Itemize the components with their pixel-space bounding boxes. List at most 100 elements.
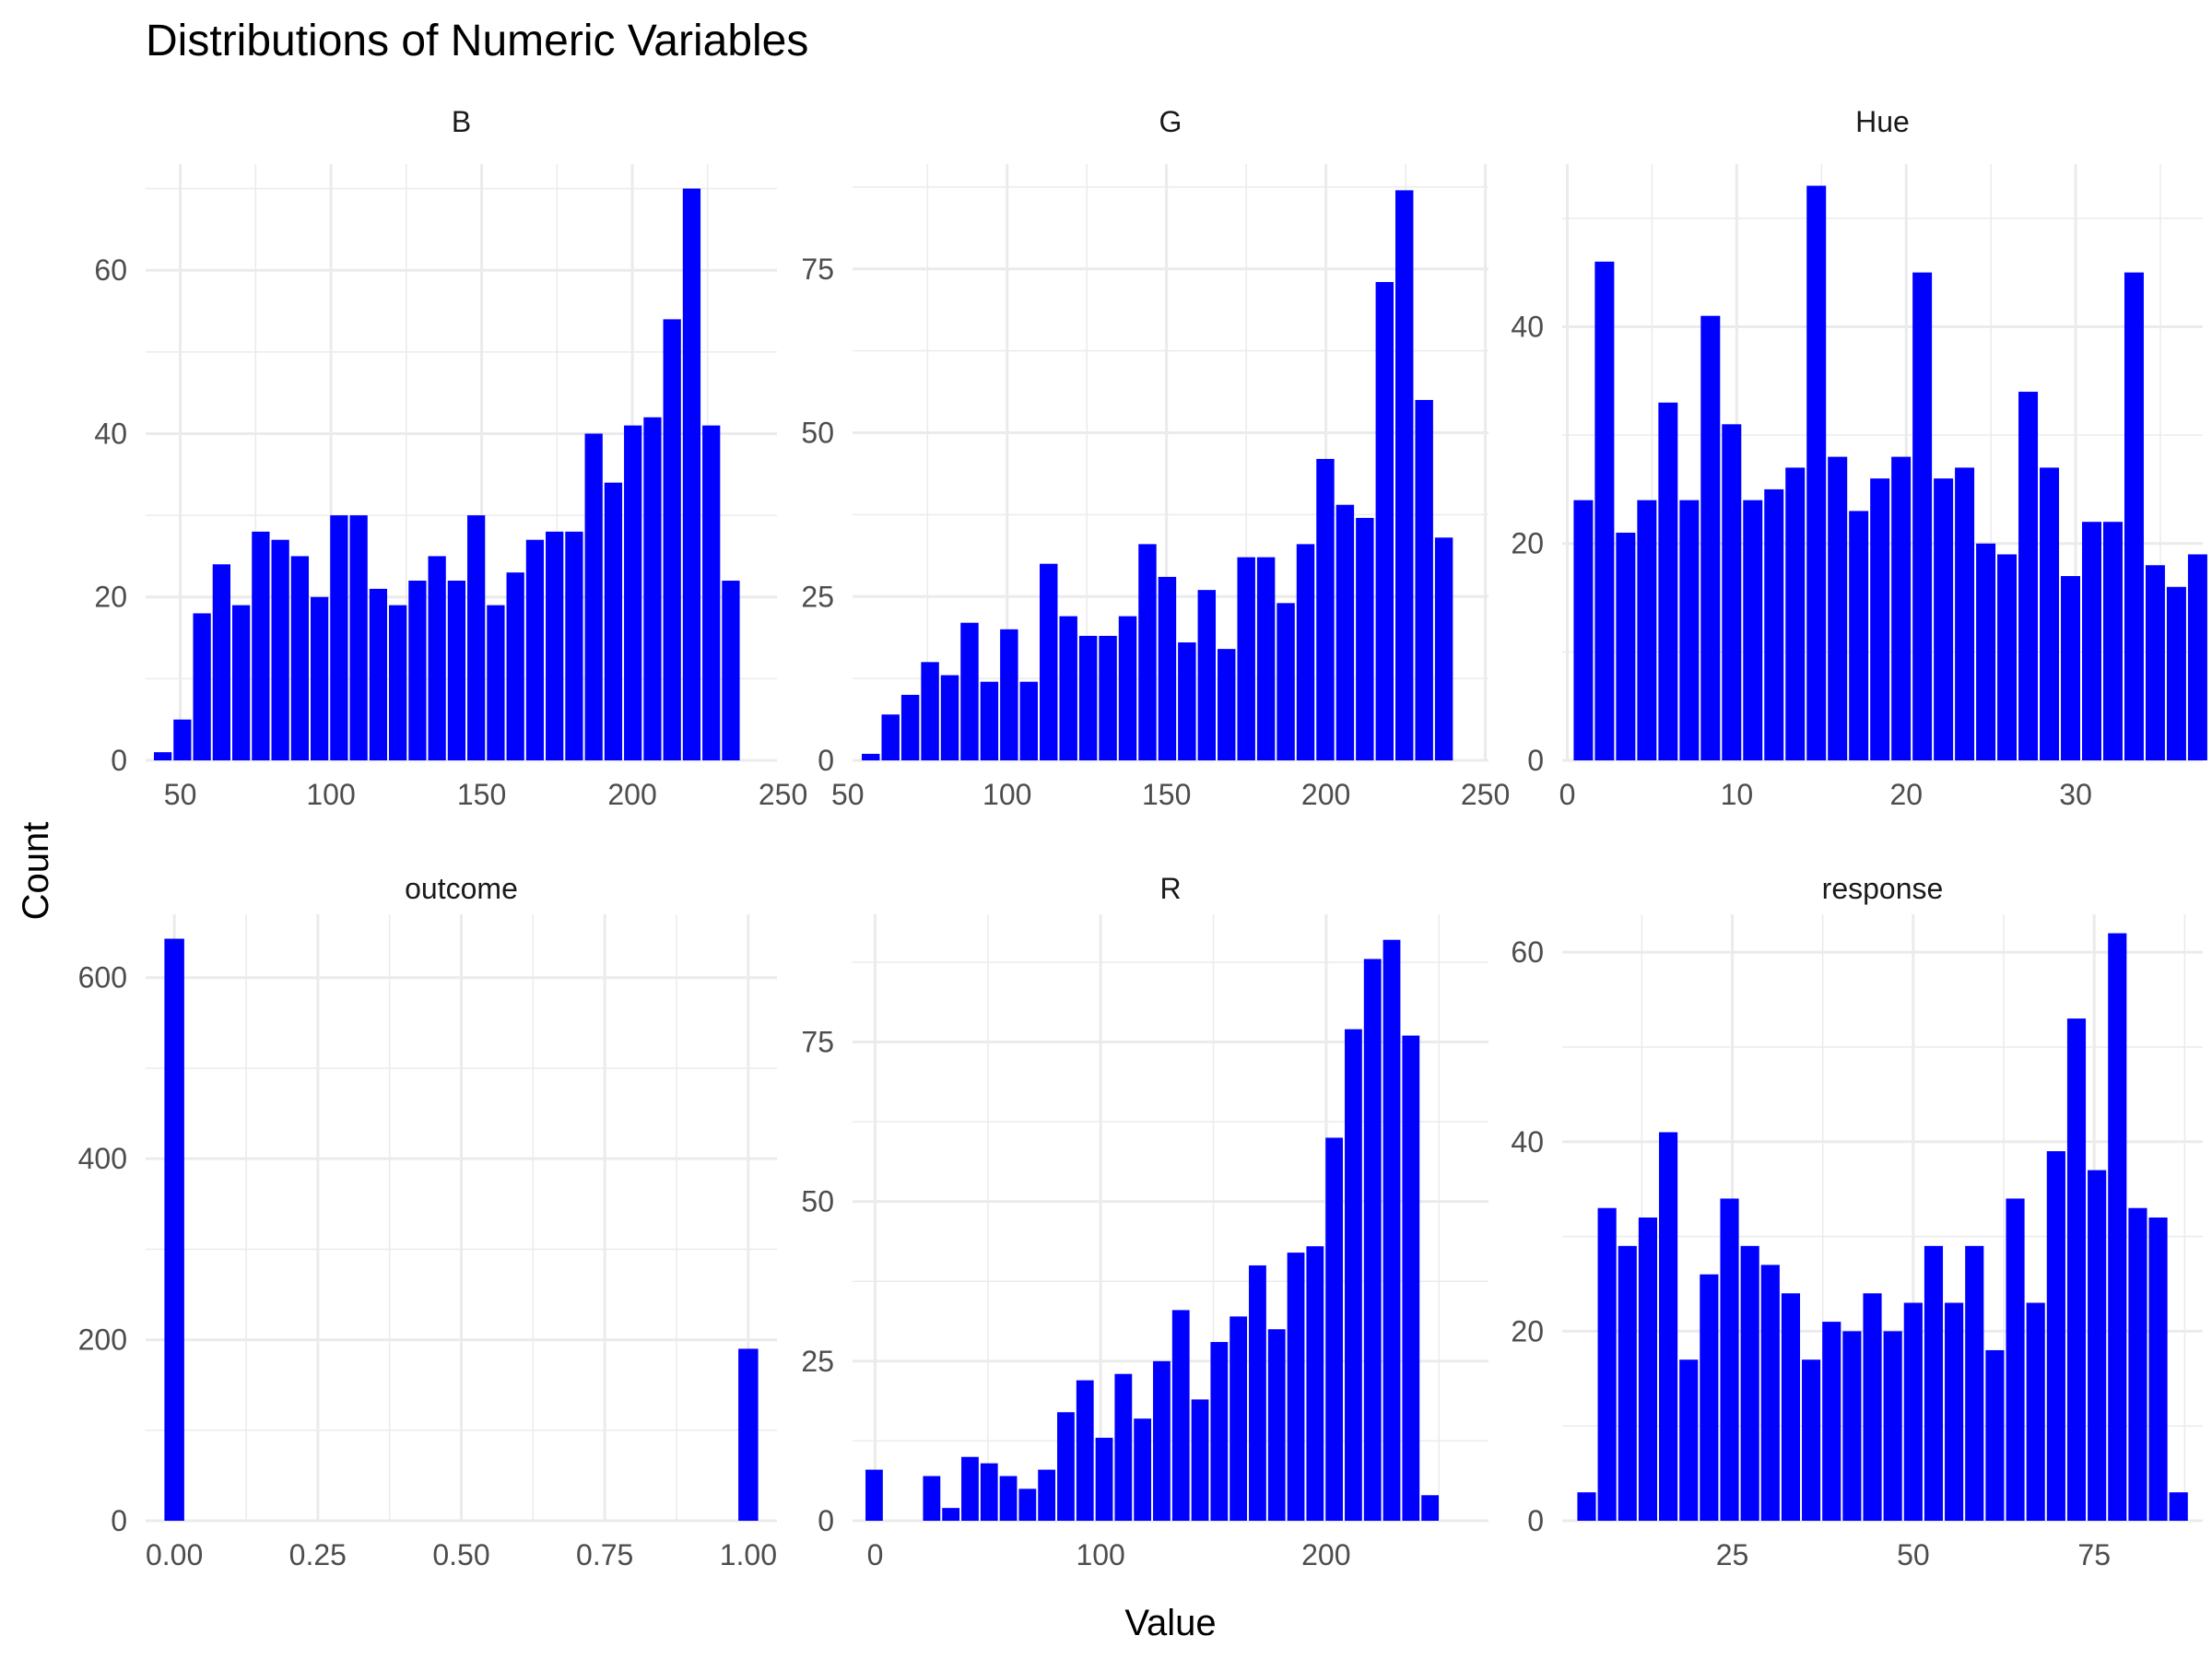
histogram-bar [1345, 1029, 1362, 1521]
histogram-bar [2081, 522, 2101, 760]
histogram-bar [2145, 565, 2165, 760]
histogram-bar [1118, 616, 1137, 760]
histogram-bar [604, 482, 623, 760]
histogram-bar [487, 605, 505, 760]
histogram-bar [2061, 576, 2080, 760]
histogram-bar [1802, 1359, 1821, 1521]
x-tick-label: 100 [982, 778, 1031, 811]
histogram-bar [2040, 467, 2060, 760]
histogram-bar [722, 581, 740, 760]
facet-strip-label: B [452, 105, 471, 138]
histogram-bar [1395, 190, 1414, 760]
histogram-bar [624, 425, 642, 760]
histogram-bar [1720, 1198, 1739, 1521]
histogram-bar [961, 1456, 979, 1521]
panel-response: 0 20 40 60 25 50 75 response [1511, 872, 2203, 1571]
histogram-bar [1191, 1399, 1209, 1521]
panel-g: 0 25 50 75 50 100 150 200 250 G [801, 105, 1510, 811]
histogram-bar [1415, 399, 1433, 760]
histogram-bar [980, 1463, 998, 1521]
histogram-bar [271, 539, 289, 760]
histogram-bar [1237, 557, 1255, 760]
histogram-bar [164, 938, 184, 1521]
histogram-bar [942, 1508, 960, 1521]
histogram-bar [1743, 500, 1763, 760]
x-tick-label: 200 [1301, 1538, 1350, 1571]
x-tick-label: 50 [831, 778, 865, 811]
histogram-bar [1945, 1302, 1964, 1521]
histogram-bar [2166, 586, 2186, 760]
y-tick-label: 25 [801, 580, 834, 613]
x-tick-label: 50 [1897, 1538, 1930, 1571]
y-tick-label: 50 [801, 417, 834, 450]
x-tick-label: 75 [2077, 1538, 2111, 1571]
histogram-bar [1000, 629, 1018, 760]
histogram-bar [1197, 590, 1217, 760]
x-tick-label: 0 [867, 1538, 884, 1571]
y-tick-label: 60 [94, 253, 127, 287]
histogram-bar [1038, 1469, 1056, 1521]
histogram-bar [1781, 1293, 1801, 1521]
histogram-bar [999, 1476, 1018, 1521]
histogram-bar [565, 531, 583, 760]
histogram-bar [2088, 1170, 2107, 1521]
histogram-bar [1828, 456, 1848, 760]
histogram-bar [2006, 1198, 2025, 1521]
histogram-bar [1679, 1359, 1699, 1521]
histogram-bar [2124, 272, 2144, 760]
y-tick-label: 40 [1511, 310, 1544, 343]
y-tick-label: 20 [1511, 527, 1544, 560]
y-tick-label: 0 [111, 744, 127, 777]
x-tick-label: 50 [164, 778, 197, 811]
histogram-bar [1382, 939, 1401, 1521]
histogram-bar [865, 1469, 883, 1521]
x-tick-label: 0.50 [432, 1538, 489, 1571]
histogram-bar [389, 605, 407, 760]
x-tick-label: 100 [306, 778, 355, 811]
histogram-bar [1985, 1349, 2005, 1521]
histogram-bar [349, 515, 368, 760]
histogram-bar [1134, 1418, 1152, 1521]
y-tick-label: 40 [1511, 1125, 1544, 1159]
x-tick-label: 0.25 [289, 1538, 347, 1571]
histogram-bar [232, 605, 251, 760]
histogram-bar [1153, 1360, 1171, 1521]
histogram-bar [1402, 1035, 1420, 1521]
x-tick-label: 150 [1142, 778, 1191, 811]
histogram-bar [1658, 1132, 1678, 1521]
panel-hue: 0 20 40 0 10 20 30 Hue [1511, 105, 2207, 811]
histogram-bar [1573, 500, 1594, 760]
histogram-bar [1955, 467, 1975, 760]
histogram-bar [1863, 1293, 1882, 1521]
histogram-bar [193, 613, 211, 760]
x-tick-label: 200 [607, 778, 656, 811]
histogram-bar [1785, 467, 1806, 760]
histogram-bar [546, 531, 564, 760]
y-tick-label: 20 [94, 581, 127, 614]
histogram-bar [1679, 500, 1700, 760]
histogram-bar [1138, 544, 1157, 760]
chart-title: Distributions of Numeric Variables [146, 17, 808, 65]
facet-strip-label: response [1822, 872, 1944, 905]
histogram-bar [1018, 1488, 1037, 1521]
histogram-bar [1924, 1245, 1944, 1521]
histogram-bar [1230, 1316, 1248, 1521]
histogram-bar [1577, 1492, 1596, 1521]
histogram-bar [1178, 642, 1196, 760]
histogram-bar [1267, 1329, 1286, 1521]
histogram-bar [1356, 517, 1374, 760]
histogram-bar [1616, 532, 1636, 760]
histogram-bar [663, 319, 681, 760]
histogram-bar [960, 622, 979, 760]
histogram-bar [2128, 1207, 2147, 1521]
x-tick-label: 250 [1461, 778, 1510, 811]
histogram-bar [980, 681, 999, 760]
histogram-bar [1059, 616, 1077, 760]
y-tick-label: 25 [801, 1345, 834, 1378]
histogram-bar [643, 417, 662, 760]
y-tick-label: 0 [111, 1504, 127, 1537]
histogram-bar [1114, 1373, 1133, 1521]
histogram-bar [1722, 424, 1742, 760]
histogram-bar [1740, 1245, 1759, 1521]
histogram-bar [1883, 1331, 1902, 1521]
